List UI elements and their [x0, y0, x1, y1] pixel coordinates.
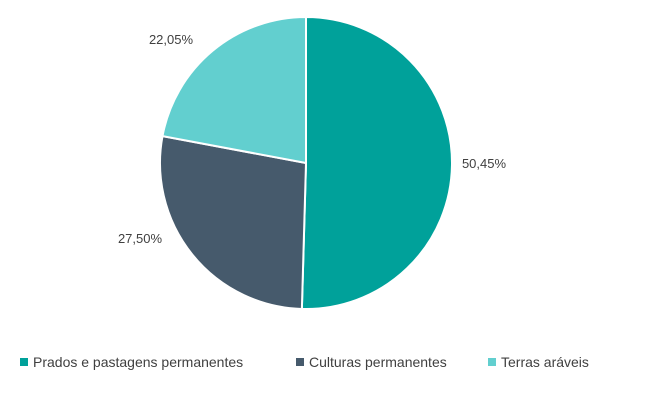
data-label-3: 22,05%	[149, 32, 194, 47]
legend-label-2: Culturas permanentes	[309, 354, 447, 370]
pie-slice-3	[161, 15, 307, 165]
legend-swatch-1	[20, 358, 28, 366]
pie-slice-1	[300, 15, 453, 310]
legend-label-3: Terras aráveis	[501, 354, 589, 370]
pie-slice-2	[159, 134, 308, 310]
legend: Prados e pastagens permanentes Culturas p…	[20, 354, 589, 370]
data-label-2: 27,50%	[118, 231, 163, 246]
legend-swatch-2	[296, 358, 304, 366]
data-label-1: 50,45%	[462, 156, 507, 171]
legend-label-1: Prados e pastagens permanentes	[33, 354, 243, 370]
legend-swatch-3	[488, 358, 496, 366]
pie-data-labels: 50,45% 27,50% 22,05%	[118, 32, 507, 246]
pie-slices	[159, 15, 453, 310]
